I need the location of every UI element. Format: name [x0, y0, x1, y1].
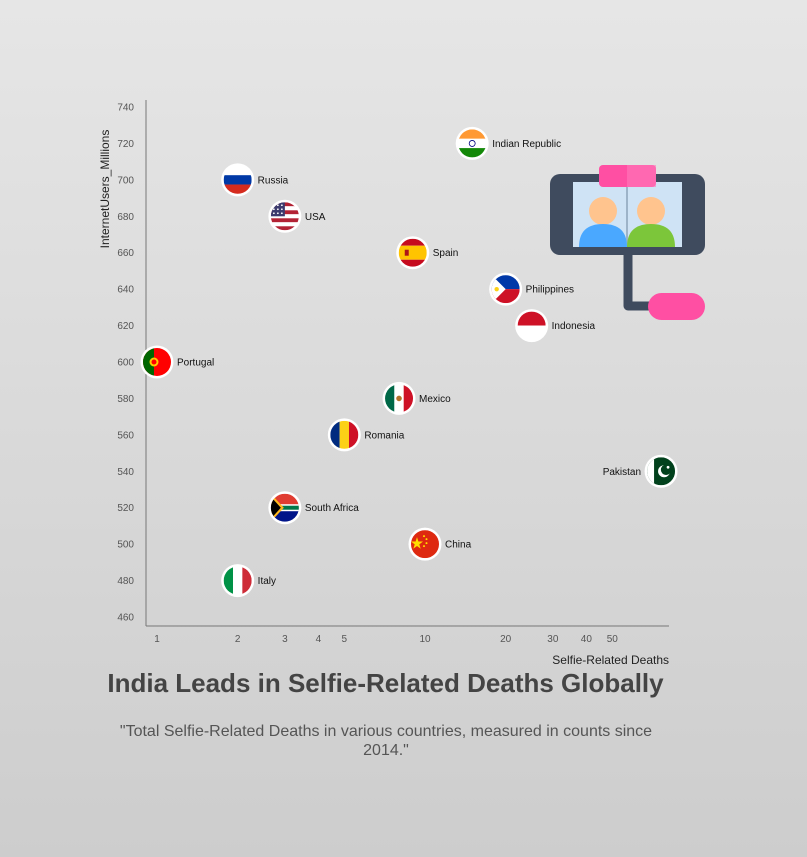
x-tick-label: 10 [419, 634, 431, 645]
italy-flag-icon [223, 566, 252, 595]
x-tick-label: 5 [342, 634, 348, 645]
russia-flag-icon [223, 165, 252, 194]
y-tick-label: 740 [117, 103, 134, 114]
selfie-stick-phone-icon [550, 165, 705, 320]
point-label: Russia [258, 175, 289, 186]
indonesia-flag-icon [517, 311, 546, 340]
x-tick-label: 50 [607, 634, 619, 645]
point-label: South Africa [305, 503, 359, 514]
y-tick-label: 600 [117, 358, 134, 369]
y-tick-label: 520 [117, 503, 134, 514]
y-tick-label: 480 [117, 576, 134, 587]
romania-flag-icon [330, 420, 359, 449]
x-tick-label: 30 [547, 634, 559, 645]
x-tick-labels: 1 2 3 4 5 10 20 30 40 50 [154, 634, 618, 645]
point-label: Indian Republic [492, 139, 561, 150]
x-tick-label: 20 [500, 634, 512, 645]
x-tick-label: 1 [154, 634, 160, 645]
x-axis-title: Selfie-Related Deaths [552, 653, 669, 667]
point-label: Romania [364, 430, 404, 441]
y-tick-labels: 460 480 500 520 540 560 580 600 620 640 660 680 700 7… [117, 103, 134, 624]
data-point: Pakistan [603, 454, 678, 488]
x-tick-label: 3 [282, 634, 288, 645]
data-point: Indian Republic [455, 126, 561, 160]
scatter-chart: 4604805005205405605806006206406606807007… [98, 100, 705, 667]
data-point: Russia [221, 163, 289, 197]
south-africa-flag-icon [270, 493, 299, 522]
point-label: Philippines [526, 285, 574, 296]
data-point: Indonesia [515, 309, 596, 343]
pakistan-flag-icon [647, 457, 676, 486]
portugal-flag-icon [143, 348, 171, 376]
y-tick-label: 660 [117, 248, 134, 259]
chart-subtitle: "Total Selfie-Related Deaths in various … [119, 723, 653, 759]
usa-flag-icon [270, 202, 299, 231]
data-point: USA [268, 199, 326, 233]
chart-title: India Leads in Selfie-Related Deaths Glo… [107, 668, 664, 698]
spain-flag-icon [398, 238, 427, 267]
y-tick-label: 680 [117, 212, 134, 223]
data-point: Philippines [489, 272, 574, 306]
y-tick-label: 640 [117, 285, 134, 296]
china-flag-icon [411, 530, 439, 559]
point-label: Pakistan [603, 467, 641, 478]
y-tick-label: 720 [117, 139, 134, 150]
india-flag-icon [458, 129, 487, 158]
point-label: China [445, 540, 472, 551]
point-label: Portugal [177, 358, 214, 369]
point-label: Spain [433, 248, 459, 259]
y-tick-label: 540 [117, 467, 134, 478]
y-tick-label: 500 [117, 540, 134, 551]
philippines-flag-icon [491, 275, 520, 304]
point-label: Italy [258, 576, 276, 587]
mexico-flag-icon [385, 384, 414, 413]
x-tick-label: 4 [316, 634, 322, 645]
point-label: USA [305, 212, 326, 223]
data-point: Mexico [382, 381, 451, 415]
x-tick-label: 40 [581, 634, 593, 645]
y-tick-label: 620 [117, 321, 134, 332]
data-point: South Africa [268, 491, 359, 525]
data-point: Romania [327, 418, 405, 452]
data-point: Italy [221, 564, 276, 598]
point-label: Mexico [419, 394, 451, 405]
y-tick-label: 700 [117, 175, 134, 186]
y-tick-label: 560 [117, 430, 134, 441]
point-label: Indonesia [552, 321, 596, 332]
y-tick-label: 580 [117, 394, 134, 405]
data-point: Portugal [140, 345, 214, 379]
data-points: Indian Republic Russia USA Spain Philippines… [140, 126, 678, 598]
x-tick-label: 2 [235, 634, 241, 645]
y-axis-title: InternetUsers_Millions [98, 130, 112, 249]
data-point: Spain [396, 236, 459, 270]
data-point: China [408, 527, 472, 561]
y-tick-label: 460 [117, 613, 134, 624]
